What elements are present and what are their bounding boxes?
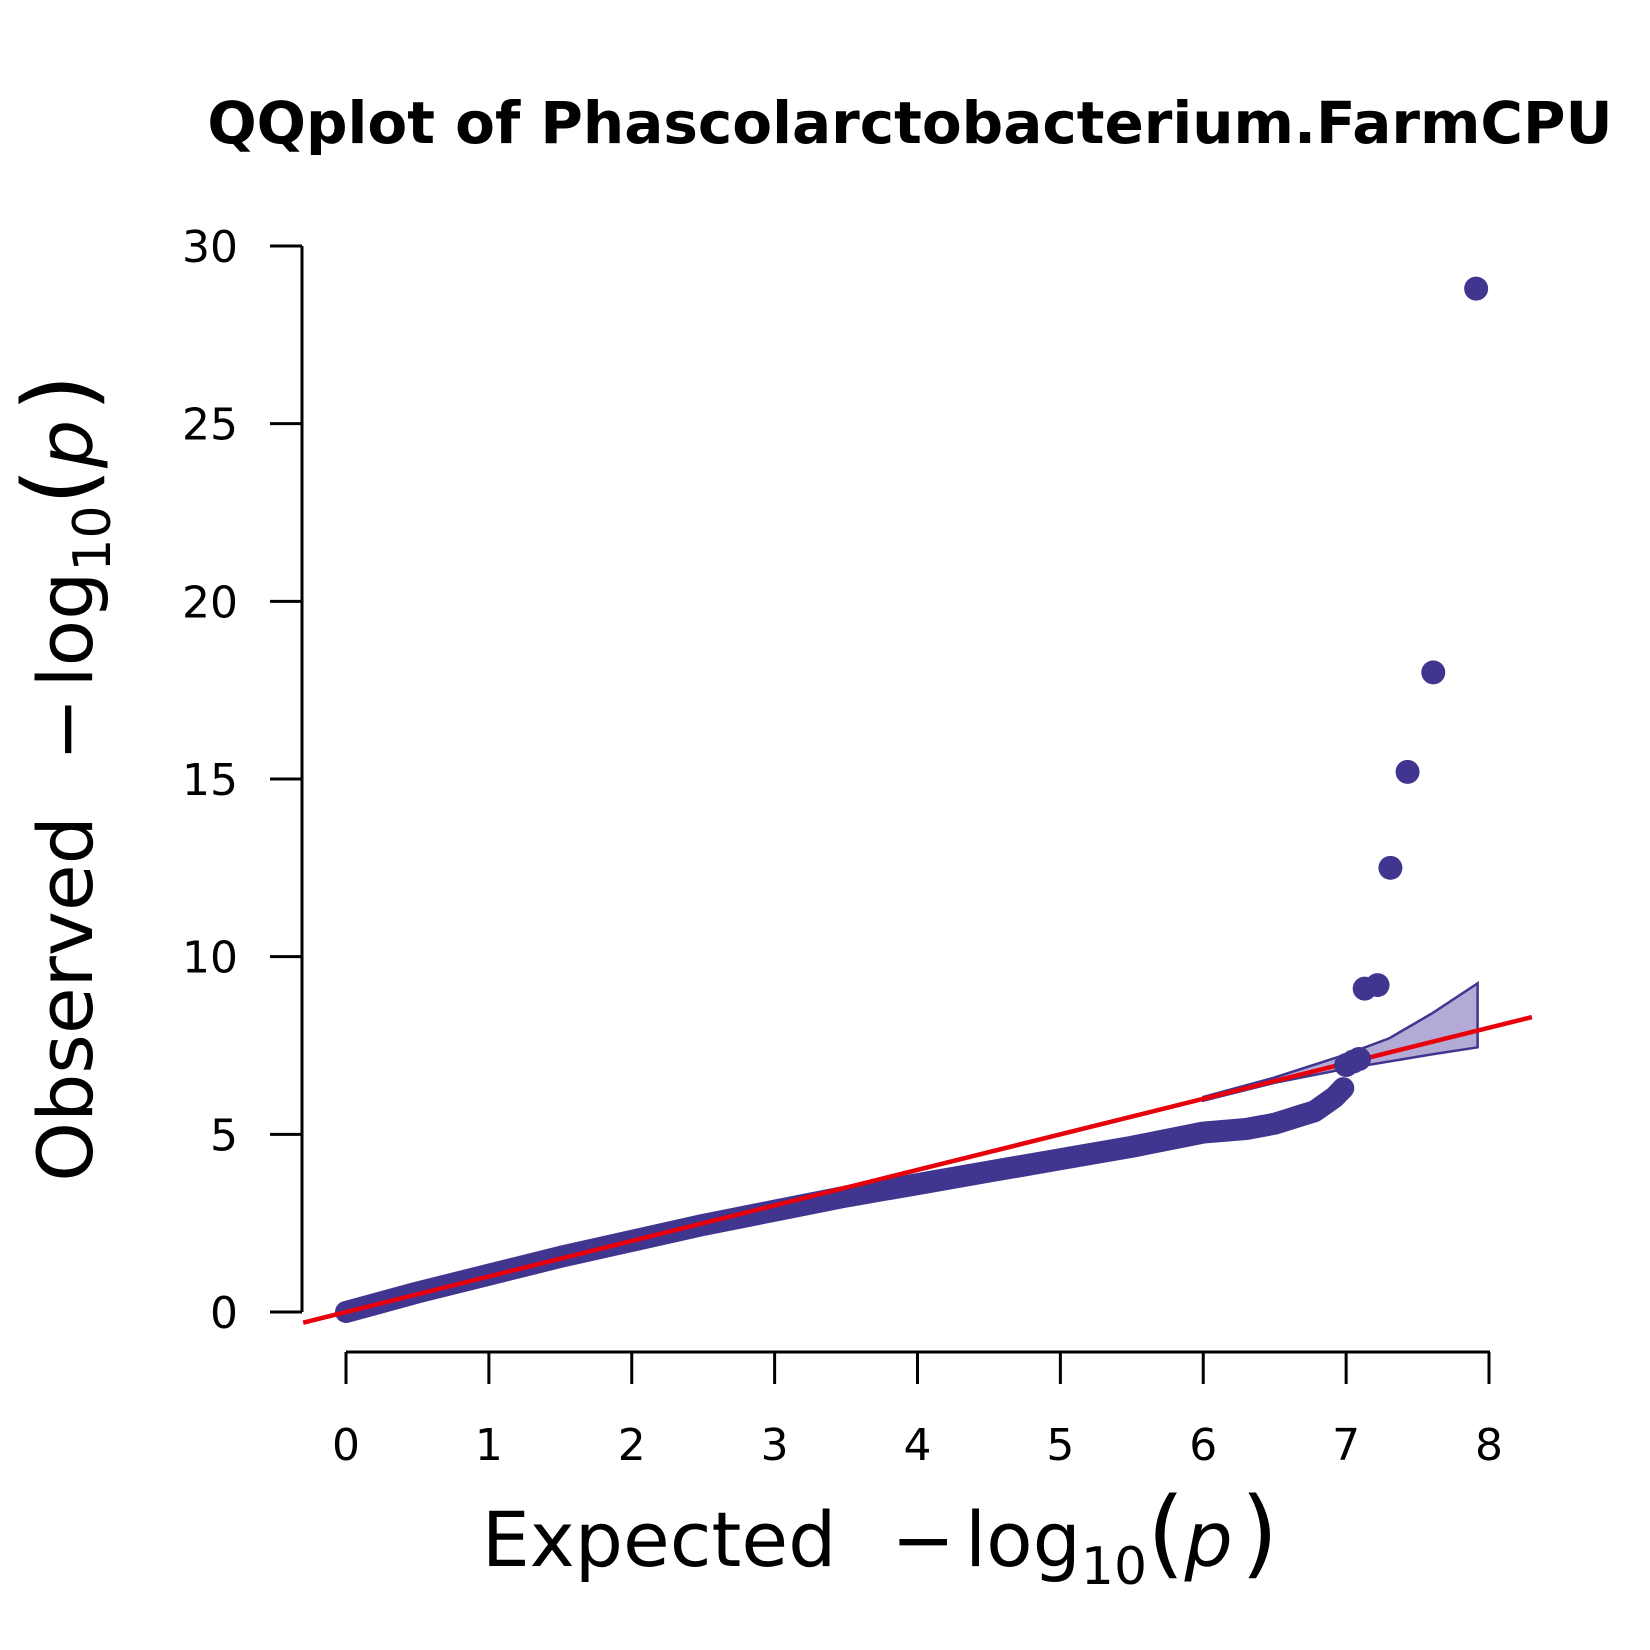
y-axis-ticks: 0 5 10 15 20 25 30 bbox=[182, 222, 302, 1339]
x-tick-label-4: 4 bbox=[904, 1420, 932, 1471]
x-tick-label-6: 6 bbox=[1189, 1420, 1217, 1471]
y-axis-label-base: 10 bbox=[63, 505, 123, 571]
y-axis-label-log: log bbox=[21, 572, 110, 688]
y-axis-label-prefix: Observed bbox=[21, 816, 110, 1182]
data-point-6 bbox=[1378, 855, 1403, 880]
y-tick-label-25: 25 bbox=[182, 400, 238, 451]
y-tick-label-30: 30 bbox=[182, 222, 238, 273]
x-axis-label-prefix: Expected bbox=[482, 1495, 837, 1584]
y-tick-label-0: 0 bbox=[210, 1288, 238, 1339]
x-axis-label-paren-close: ) bbox=[1241, 1477, 1278, 1589]
data-point-9 bbox=[1464, 276, 1489, 301]
x-axis-label-paren-open: ( bbox=[1147, 1477, 1184, 1589]
x-tick-label-8: 8 bbox=[1475, 1420, 1503, 1471]
plot-area bbox=[302, 276, 1533, 1325]
y-tick-label-5: 5 bbox=[210, 1110, 238, 1161]
x-tick-label-7: 7 bbox=[1332, 1420, 1360, 1471]
x-axis-ticks: 0 1 2 3 4 5 6 7 8 bbox=[332, 1352, 1503, 1471]
x-tick-label-0: 0 bbox=[332, 1420, 360, 1471]
x-axis-label-var: p bbox=[1184, 1495, 1233, 1584]
x-tick-label-5: 5 bbox=[1046, 1420, 1074, 1471]
y-axis-label-paren-close: ) bbox=[3, 374, 115, 411]
data-point-8 bbox=[1421, 660, 1446, 685]
x-axis-label-base: 10 bbox=[1081, 1537, 1147, 1597]
y-tick-label-20: 20 bbox=[182, 577, 238, 628]
x-axis-label-minus: − bbox=[891, 1495, 955, 1584]
data-point-5 bbox=[1365, 973, 1390, 998]
chart-title: QQplot of Phascolarctobacterium.FarmCPU bbox=[207, 89, 1612, 157]
x-axis-label-log: log bbox=[965, 1495, 1081, 1584]
observed-points-dense bbox=[335, 1077, 1355, 1323]
x-tick-label-2: 2 bbox=[618, 1420, 646, 1471]
data-point-7 bbox=[1395, 759, 1420, 784]
y-axis-label: Observed − log10(p) bbox=[3, 374, 123, 1182]
y-tick-label-10: 10 bbox=[182, 933, 238, 984]
y-axis-label-var: p bbox=[21, 420, 110, 469]
reference-line bbox=[302, 1014, 1533, 1325]
x-tick-label-1: 1 bbox=[475, 1420, 503, 1471]
x-tick-label-3: 3 bbox=[761, 1420, 789, 1471]
y-tick-label-15: 15 bbox=[182, 755, 238, 806]
y-axis-label-paren-open: ( bbox=[3, 468, 115, 505]
x-axis-label: Expected − log10(p) bbox=[482, 1477, 1278, 1597]
data-point-3 bbox=[1346, 1047, 1371, 1072]
y-axis-label-minus: − bbox=[21, 697, 110, 761]
